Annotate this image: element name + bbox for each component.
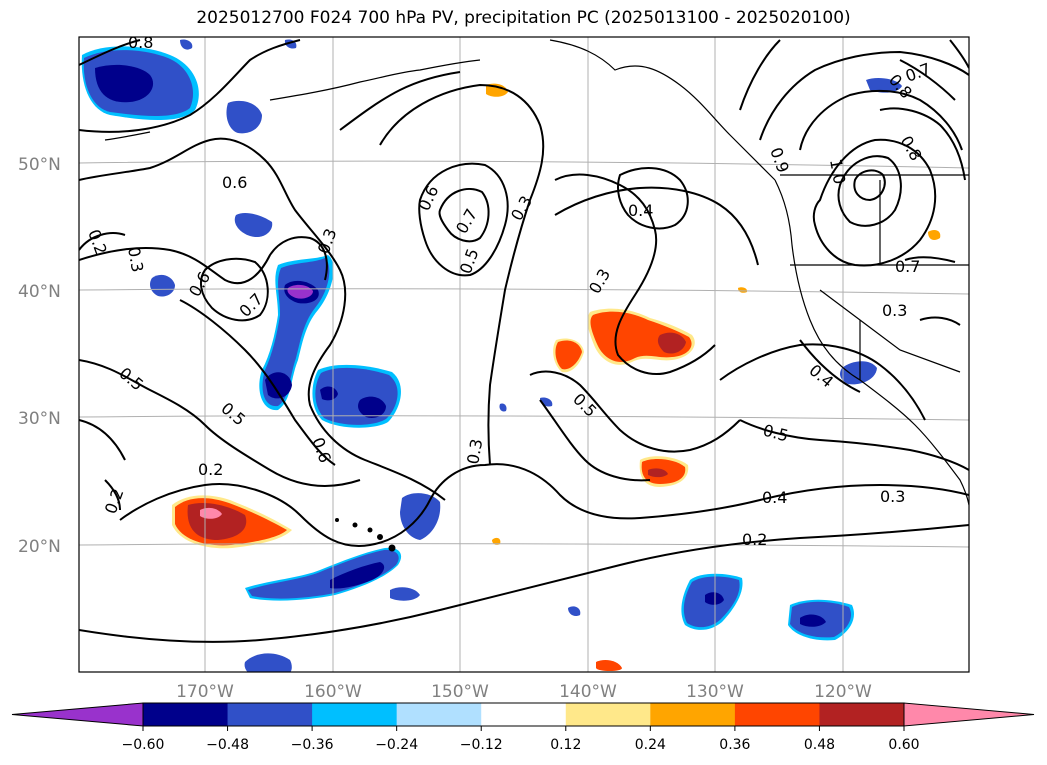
colorbar-segment	[143, 703, 229, 726]
colorbar-tick-label: −0.36	[291, 737, 334, 753]
colorbar-tick-label: 0.48	[804, 737, 835, 753]
colorbar-extend-low	[11, 702, 144, 727]
colorbar	[11, 702, 1035, 727]
pv-contours	[79, 39, 969, 643]
contour-label: 1.0	[826, 157, 849, 185]
contour-label: 0.3	[124, 245, 147, 273]
colorbar-segment	[650, 703, 736, 726]
contour-label: 0.3	[463, 437, 486, 465]
map-title: 2025012700 F024 700 hPa PV, precipitatio…	[196, 8, 851, 28]
lat-label: 50°N	[18, 155, 61, 175]
colorbar-tick-label: 0.12	[550, 737, 581, 753]
lon-label: 130°W	[686, 682, 744, 702]
hawaii-islands	[335, 518, 396, 552]
precip-negative-areas	[81, 39, 902, 672]
colorbar-tick-label: −0.48	[206, 737, 249, 753]
colorbar-segment	[734, 703, 820, 726]
lon-label: 150°W	[431, 682, 489, 702]
map-area	[79, 37, 969, 672]
colorbar-segment	[565, 703, 651, 726]
map-border	[78, 36, 970, 673]
colorbar-tick-label: −0.12	[460, 737, 503, 753]
colorbar-segment	[312, 703, 398, 726]
colorbar-segment	[396, 703, 482, 726]
lat-label: 30°N	[18, 409, 61, 429]
colorbar-segment	[227, 703, 313, 726]
colorbar-tick-label: 0.24	[635, 737, 666, 753]
colorbar-segment	[481, 703, 567, 726]
contour-label: 0.4	[762, 488, 787, 507]
lon-label: 120°W	[814, 682, 872, 702]
contour-label: 0.3	[882, 301, 907, 320]
colorbar-segment	[819, 703, 905, 726]
lat-label: 40°N	[18, 282, 61, 302]
colorbar-tick-label: 0.60	[888, 737, 919, 753]
colorbar-extend-high	[903, 702, 1035, 727]
contour-label: 0.6	[222, 173, 247, 192]
contour-label: 0.4	[628, 201, 653, 220]
colorbar-tick-label: 0.36	[719, 737, 750, 753]
map-content	[79, 37, 969, 672]
gridlines	[79, 37, 969, 672]
contour-label: 0.2	[198, 460, 223, 479]
colorbar-tick-labels: −0.60 −0.48 −0.36 −0.24 −0.12 0.12 0.24 0.36 0.4…	[122, 726, 920, 753]
lon-label: 160°W	[304, 682, 362, 702]
lon-label: 170°W	[176, 682, 234, 702]
contour-label: 0.8	[128, 33, 153, 52]
colorbar-frame	[142, 702, 905, 727]
lat-label: 20°N	[18, 537, 61, 557]
contour-label: 0.3	[880, 487, 905, 506]
colorbar-tick-label: −0.24	[375, 737, 418, 753]
colorbar-tick-label: −0.60	[122, 737, 165, 753]
contour-label: 0.7	[895, 257, 920, 276]
lon-label: 140°W	[559, 682, 617, 702]
contour-label: 0.2	[742, 530, 767, 549]
